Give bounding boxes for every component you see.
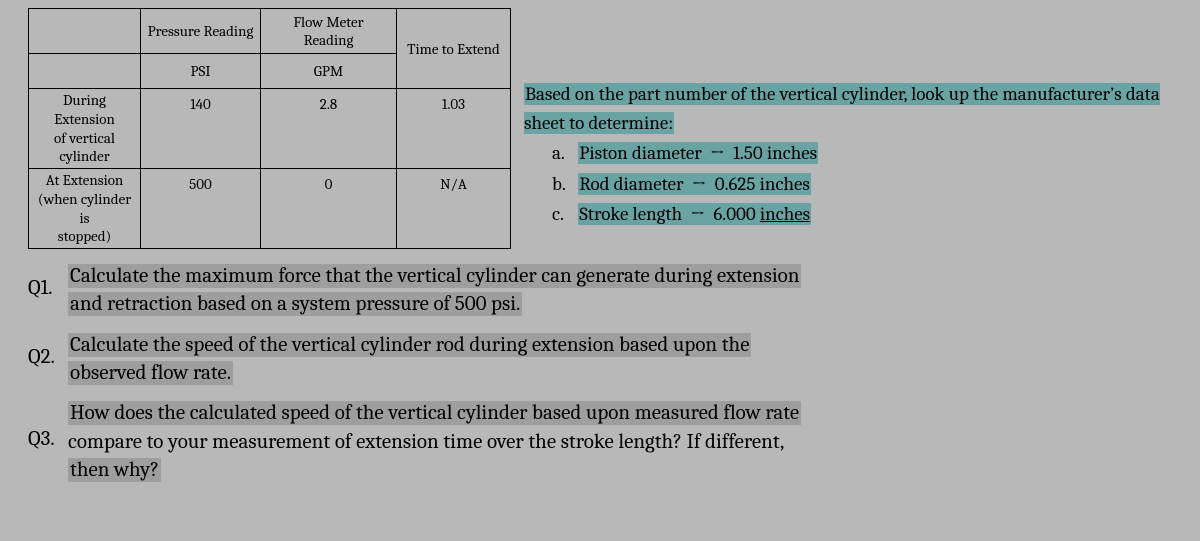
table-row: During Extension of vertical cylinder 14…: [29, 89, 511, 169]
row-label-line: During Extension: [54, 91, 115, 128]
question-text: Calculate the speed of the vertical cyli…: [68, 331, 1172, 388]
cell-flow: 0: [261, 169, 397, 249]
spec-letter: c.: [552, 200, 574, 229]
question-line: compare to your measurement of extension…: [68, 430, 784, 454]
table-unit-blank: [29, 54, 141, 89]
cell-time: N/A: [397, 169, 511, 249]
table-unit-pressure: PSI: [141, 54, 261, 89]
spec-intro: Based on the part number of the vertical…: [524, 83, 1160, 134]
table-header-blank: [29, 9, 141, 54]
table-header-pressure: Pressure Reading: [141, 9, 261, 54]
page-root: Pressure Reading Flow Meter Reading Time…: [0, 0, 1200, 541]
arrow-icon: →: [688, 173, 711, 195]
table-unit-flow: GPM: [261, 54, 397, 89]
spec-item: a. Piston diameter → 1.50 inches: [552, 139, 1196, 170]
spec-name: Stroke length → 6.000 inches: [578, 203, 811, 225]
table-header-row-1: Pressure Reading Flow Meter Reading Time…: [29, 9, 511, 54]
row-label-line: At Extension: [46, 171, 124, 189]
arrow-icon: →: [706, 142, 729, 164]
spec-name: Rod diameter → 0.625 inches: [578, 173, 811, 195]
question-line: How does the calculated speed of the ver…: [68, 401, 801, 425]
spec-name: Piston diameter → 1.50 inches: [578, 142, 818, 164]
spec-item: b. Rod diameter → 0.625 inches: [552, 170, 1196, 201]
cell-pressure: 500: [141, 169, 261, 249]
question-row: Q1. Calculate the maximum force that the…: [28, 262, 1172, 319]
arrow-icon: →: [686, 203, 709, 225]
spec-value: 1.50 inches: [733, 142, 817, 164]
spec-value: 6.000: [713, 203, 760, 225]
row-label: At Extension (when cylinder is stopped): [29, 169, 141, 249]
readings-table: Pressure Reading Flow Meter Reading Time…: [28, 8, 511, 249]
spec-paragraph: Based on the part number of the vertical…: [524, 80, 1196, 231]
questions-block: Q1. Calculate the maximum force that the…: [28, 262, 1172, 496]
question-row: Q2. Calculate the speed of the vertical …: [28, 331, 1172, 388]
row-label-line: stopped): [58, 227, 112, 245]
question-line: observed flow rate.: [68, 361, 233, 385]
cell-flow: 2.8: [261, 89, 397, 169]
spec-item: c. Stroke length → 6.000 inches: [552, 200, 1196, 231]
table-header-flow: Flow Meter Reading: [261, 9, 397, 54]
row-label-line: cylinder: [59, 147, 109, 165]
spec-letter: a.: [552, 139, 574, 168]
question-label: Q2.: [28, 331, 68, 371]
cell-pressure: 140: [141, 89, 261, 169]
question-line: and retraction based on a system pressur…: [68, 292, 522, 316]
table-header-time: Time to Extend: [397, 9, 511, 89]
question-text: How does the calculated speed of the ver…: [68, 399, 1172, 484]
row-label: During Extension of vertical cylinder: [29, 89, 141, 169]
spec-list: a. Piston diameter → 1.50 inches b. Rod …: [552, 139, 1196, 231]
spec-value-tail: inches: [760, 203, 810, 225]
table-row: At Extension (when cylinder is stopped) …: [29, 169, 511, 249]
question-label: Q1.: [28, 262, 68, 302]
cell-time: 1.03: [397, 89, 511, 169]
spec-letter: b.: [552, 170, 574, 199]
row-label-line: of vertical: [54, 129, 115, 147]
row-label-line: (when cylinder is: [38, 190, 131, 227]
question-text: Calculate the maximum force that the ver…: [68, 262, 1172, 319]
question-line: Calculate the maximum force that the ver…: [68, 264, 801, 288]
question-row: Q3. How does the calculated speed of the…: [28, 399, 1172, 484]
question-line: then why?: [68, 458, 161, 482]
spec-value: 0.625 inches: [715, 173, 810, 195]
question-line: Calculate the speed of the vertical cyli…: [68, 333, 751, 357]
question-label: Q3.: [28, 399, 68, 453]
